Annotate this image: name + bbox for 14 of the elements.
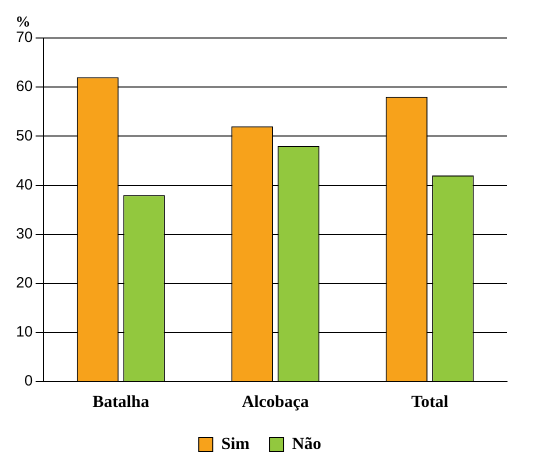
y-tick-label: 60: [16, 78, 33, 96]
x-tick-label: Total: [411, 392, 449, 412]
y-tick-label: 40: [16, 176, 33, 194]
legend-label: Sim: [221, 434, 250, 453]
y-tick-label: 50: [16, 127, 33, 144]
x-tick-label: Batalha: [92, 392, 150, 412]
x-tick-label: Alcobaça: [242, 392, 310, 412]
y-tick-label: 20: [16, 274, 33, 292]
y-tick-label: 0: [24, 372, 33, 390]
y-tick-label: 70: [16, 29, 33, 46]
legend-label: Não: [292, 434, 322, 453]
y-tick-label: 30: [16, 225, 33, 242]
y-tick-label: 10: [16, 324, 33, 341]
y-axis-title: %: [16, 14, 30, 30]
